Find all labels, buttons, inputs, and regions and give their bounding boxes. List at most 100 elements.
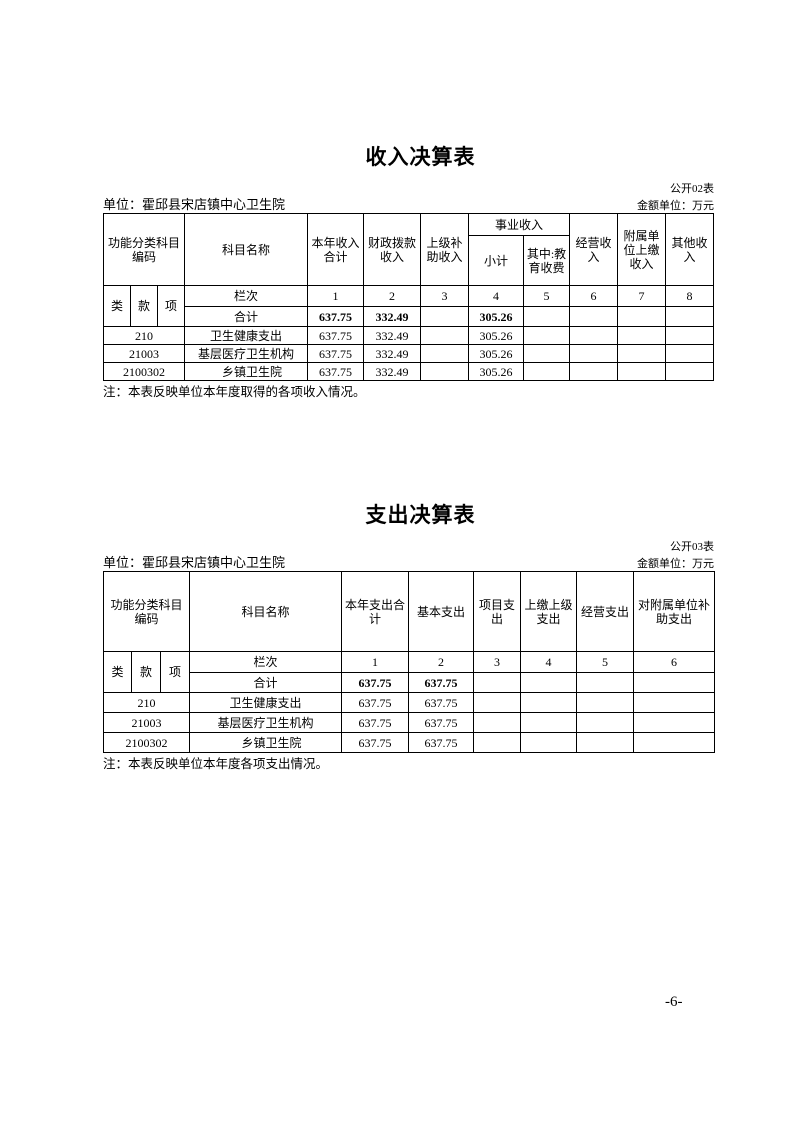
header-superior: 上缴上级支出: [520, 571, 577, 652]
value-cell: [617, 344, 667, 363]
value-cell: [633, 712, 715, 733]
total-value-cell: [473, 672, 521, 693]
header-lanci: 栏次: [189, 651, 342, 673]
total-row: 合计 637.75 332.49 305.26: [104, 306, 715, 327]
header-year-total: 本年支出合计: [341, 571, 409, 652]
value-cell: 637.75: [408, 692, 474, 713]
total-value-cell: [520, 672, 577, 693]
page-number: -6-: [665, 994, 683, 1010]
total-value-cell: 637.75: [341, 672, 409, 693]
expense-table: 功能分类科目编码 科目名称 本年支出合计 基本支出 项目支出 上缴上级支出 经营…: [103, 571, 715, 753]
value-cell: [569, 362, 619, 381]
value-cell: [569, 326, 619, 345]
header-kuan: 款: [131, 651, 161, 693]
table-row: 21003 基层医疗卫生机构 637.75 332.49 305.26: [103, 344, 715, 363]
row-code-cell: 2100302: [103, 362, 185, 381]
table-row: 210 卫生健康支出 637.75 637.75: [103, 692, 715, 713]
col-index-cell: 6: [633, 651, 715, 673]
value-cell: 332.49: [363, 362, 421, 381]
value-cell: [576, 712, 634, 733]
total-value-cell: 305.26: [468, 306, 524, 327]
row-name-cell: 卫生健康支出: [189, 692, 342, 713]
row-code-cell: 21003: [103, 344, 185, 363]
header-lei: 类: [103, 285, 131, 327]
value-cell: [576, 692, 634, 713]
total-label: 合计: [184, 306, 308, 327]
col-index-cell: 3: [420, 285, 469, 307]
value-cell: [473, 692, 521, 713]
col-index-cell: 4: [520, 651, 577, 673]
col-index-cell: 6: [569, 285, 619, 307]
expense-amount-unit-label: 金额单位：万元: [637, 558, 714, 570]
table-row: 21003 基层医疗卫生机构 637.75 637.75: [103, 712, 715, 733]
value-cell: 637.75: [307, 326, 364, 345]
header-basic: 基本支出: [408, 571, 474, 652]
value-cell: 332.49: [363, 326, 421, 345]
value-cell: [633, 732, 715, 753]
value-cell: [520, 692, 577, 713]
expense-title: 支出决算表: [365, 504, 476, 527]
header-other: 其他收入: [665, 213, 715, 286]
income-unit-label: 单位：霍邱县宋店镇中心卫生院: [103, 197, 286, 212]
col-index-cell: 2: [363, 285, 421, 307]
expense-unit-label: 单位：霍邱县宋店镇中心卫生院: [103, 555, 286, 570]
value-cell: 637.75: [341, 692, 409, 713]
table-row: 210 卫生健康支出 637.75 332.49 305.26: [103, 326, 715, 345]
value-cell: [633, 692, 715, 713]
total-label: 合计: [189, 672, 342, 693]
value-cell: [473, 732, 521, 753]
income-meta-row: 单位：霍邱县宋店镇中心卫生院 金额单位：万元: [103, 197, 714, 213]
value-cell: [522, 326, 571, 345]
total-value-cell: [569, 306, 619, 327]
header-affiliated: 附属单位上缴收入: [617, 213, 667, 286]
table-row: 2100302 乡镇卫生院 637.75 637.75: [103, 732, 715, 753]
col-index-cell: 8: [665, 285, 715, 307]
value-cell: [420, 326, 469, 345]
income-table: 功能分类科目编码 科目名称 本年收入合计 财政拨款收入 上级补助收入 事业收入 …: [103, 213, 715, 381]
expense-section: 支出决算表 公开03表 单位：霍邱县宋店镇中心卫生院 金额单位：万元 功能分类科…: [103, 504, 715, 772]
row-code-cell: 2100302: [103, 732, 190, 753]
value-cell: [420, 344, 469, 363]
value-cell: 637.75: [341, 712, 409, 733]
value-cell: [617, 362, 667, 381]
total-value-cell: [633, 672, 715, 693]
total-value-cell: 332.49: [363, 306, 421, 327]
expense-sheet-label: 公开03表: [670, 541, 714, 553]
value-cell: 305.26: [468, 326, 524, 345]
value-cell: [569, 344, 619, 363]
col-index-cell: 1: [341, 651, 409, 673]
income-sheet-label: 公开02表: [670, 183, 714, 195]
total-row: 合计 637.75 637.75: [104, 672, 715, 693]
income-title: 收入决算表: [365, 146, 476, 169]
row-code-cell: 21003: [103, 712, 190, 733]
expense-note: 注：本表反映单位本年度各项支出情况。: [103, 757, 329, 771]
row-name-cell: 基层医疗卫生机构: [189, 712, 342, 733]
value-cell: [473, 712, 521, 733]
header-fiscal: 财政拨款收入: [363, 213, 421, 286]
value-cell: 637.75: [307, 362, 364, 381]
row-name-cell: 卫生健康支出: [184, 326, 308, 345]
total-value-cell: 637.75: [307, 306, 364, 327]
value-cell: [665, 344, 715, 363]
value-cell: [520, 712, 577, 733]
header-xiang: 项: [160, 651, 190, 693]
value-cell: 305.26: [468, 344, 524, 363]
value-cell: 637.75: [341, 732, 409, 753]
header-xiang: 项: [157, 285, 185, 327]
header-code: 功能分类科目编码: [103, 213, 185, 286]
value-cell: [665, 326, 715, 345]
header-year-total: 本年收入合计: [307, 213, 364, 286]
header-subtotal: 小计: [468, 235, 524, 286]
value-cell: [522, 362, 571, 381]
col-index-cell: 1: [307, 285, 364, 307]
row-name-cell: 基层医疗卫生机构: [184, 344, 308, 363]
value-cell: [617, 326, 667, 345]
value-cell: [522, 344, 571, 363]
row-code-cell: 210: [103, 692, 190, 713]
col-index-cell: 4: [468, 285, 524, 307]
col-index-cell: 7: [617, 285, 667, 307]
income-note: 注：本表反映单位本年度取得的各项收入情况。: [103, 385, 366, 399]
total-value-cell: [576, 672, 634, 693]
row-code-cell: 210: [103, 326, 185, 345]
header-code: 功能分类科目编码: [103, 571, 190, 652]
